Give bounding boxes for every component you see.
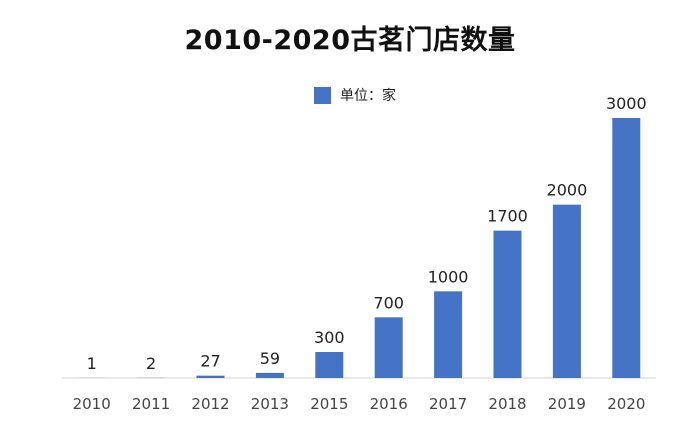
bar-2019 [552, 204, 581, 378]
data-label-2017: 1000 [428, 267, 469, 286]
legend-label: 单位：家 [340, 88, 396, 104]
data-label-2011: 2 [146, 354, 156, 373]
x-tick-label-2012: 2012 [191, 395, 229, 413]
bar-2016 [374, 317, 403, 378]
x-tick-label-2019: 2019 [548, 395, 586, 413]
bar-2017 [434, 291, 463, 378]
data-label-2018: 1700 [487, 207, 528, 226]
data-label-2016: 700 [373, 293, 404, 312]
chart-title: 2010-2020古茗门店数量 [184, 25, 516, 56]
legend-swatch [314, 86, 331, 104]
x-tick-label-2013: 2013 [251, 395, 289, 413]
bar-2018 [493, 230, 522, 378]
data-label-2012: 27 [200, 352, 220, 371]
x-tick-label-2017: 2017 [429, 395, 467, 413]
data-label-2020: 3000 [606, 94, 647, 113]
x-tick-label-2020: 2020 [607, 395, 645, 413]
bar-2015 [315, 352, 344, 378]
legend: 单位：家 [314, 86, 396, 104]
data-label-2010: 1 [87, 354, 97, 373]
data-label-2013: 59 [260, 349, 280, 368]
bar-2013 [255, 372, 284, 378]
bar-2012 [196, 375, 225, 378]
data-label-2015: 300 [314, 328, 345, 347]
data-label-2019: 2000 [547, 181, 588, 200]
x-tick-label-2015: 2015 [310, 395, 348, 413]
x-tick-label-2010: 2010 [73, 395, 111, 413]
x-tick-label-2011: 2011 [132, 395, 170, 413]
x-tick-label-2018: 2018 [488, 395, 526, 413]
bar-2020 [612, 118, 641, 378]
x-tick-label-2016: 2016 [370, 395, 408, 413]
